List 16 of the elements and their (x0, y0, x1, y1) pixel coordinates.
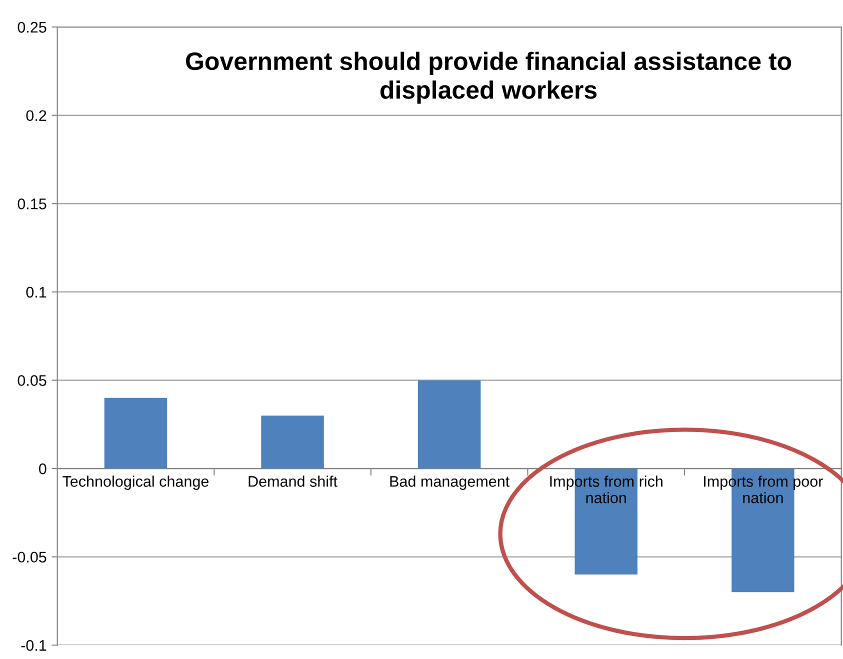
bar (418, 380, 481, 469)
y-tick-label: 0.2 (26, 110, 46, 122)
y-tick-label: 0.1 (26, 286, 46, 298)
x-tick-label: Imports from rich nation (550, 476, 662, 504)
bar (104, 398, 168, 469)
y-tick-label: 0 (39, 463, 46, 474)
y-tick-label: -0.05 (12, 552, 46, 563)
bar (261, 416, 324, 469)
y-tick-label: -0.1 (21, 640, 46, 651)
y-tick-label: 0.05 (18, 375, 46, 386)
y-tick-label: 0.15 (18, 198, 46, 210)
x-tick-label: Technological change (62, 476, 209, 490)
x-tick-label: Demand shift (248, 476, 338, 487)
y-tick-label: 0.25 (18, 22, 46, 33)
text: Government should provide financial assistance to displaced workers (186, 52, 792, 104)
x-tick-label: Bad management (390, 476, 510, 490)
